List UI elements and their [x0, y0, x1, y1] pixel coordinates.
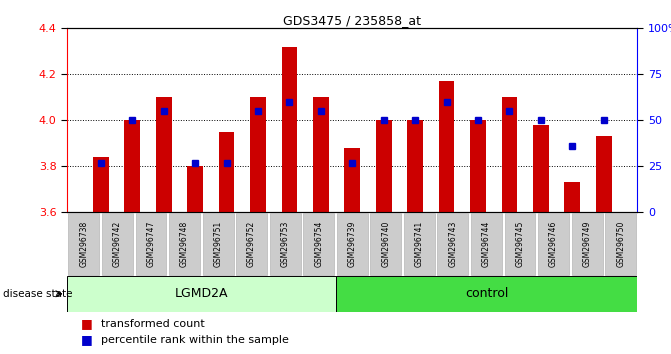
Text: disease state: disease state: [3, 289, 73, 299]
Text: GSM296739: GSM296739: [348, 221, 357, 268]
Bar: [187, 166, 203, 212]
Text: GSM296746: GSM296746: [549, 221, 558, 268]
Bar: [303, 213, 334, 275]
Bar: [501, 97, 517, 212]
Bar: [203, 213, 234, 275]
Bar: [219, 132, 234, 212]
Bar: [605, 213, 636, 275]
Bar: [250, 97, 266, 212]
Bar: [270, 213, 301, 275]
Bar: [404, 213, 435, 275]
Bar: [102, 213, 133, 275]
Text: GSM296751: GSM296751: [213, 221, 223, 267]
Bar: [236, 213, 267, 275]
Bar: [68, 213, 99, 275]
Bar: [67, 276, 336, 312]
Text: GSM296743: GSM296743: [448, 221, 458, 268]
Text: GSM296754: GSM296754: [314, 221, 323, 268]
Bar: [533, 125, 549, 212]
Bar: [344, 148, 360, 212]
Bar: [313, 97, 329, 212]
Bar: [93, 157, 109, 212]
Bar: [505, 213, 535, 275]
Bar: [407, 120, 423, 212]
Text: ■: ■: [81, 333, 93, 346]
Bar: [169, 213, 200, 275]
Text: GSM296738: GSM296738: [79, 221, 89, 267]
Bar: [376, 120, 392, 212]
Bar: [596, 137, 611, 212]
Bar: [564, 183, 580, 212]
Bar: [437, 213, 468, 275]
Text: GSM296752: GSM296752: [247, 221, 256, 267]
Bar: [471, 213, 502, 275]
Bar: [572, 213, 603, 275]
Text: GSM296748: GSM296748: [180, 221, 189, 267]
Bar: [337, 213, 368, 275]
Text: GSM296749: GSM296749: [582, 221, 592, 268]
Text: transformed count: transformed count: [101, 319, 205, 329]
Bar: [282, 47, 297, 212]
Bar: [439, 81, 454, 212]
Bar: [370, 213, 401, 275]
Text: GSM296750: GSM296750: [616, 221, 625, 268]
Bar: [470, 120, 486, 212]
Text: GSM296745: GSM296745: [515, 221, 525, 268]
Text: percentile rank within the sample: percentile rank within the sample: [101, 335, 289, 345]
Text: GSM296742: GSM296742: [113, 221, 122, 267]
Text: GSM296744: GSM296744: [482, 221, 491, 268]
Text: ■: ■: [81, 318, 93, 330]
Text: control: control: [465, 287, 508, 300]
Bar: [538, 213, 569, 275]
Bar: [336, 276, 637, 312]
Text: GSM296740: GSM296740: [381, 221, 391, 268]
Bar: [124, 120, 140, 212]
Bar: [136, 213, 166, 275]
Bar: [156, 97, 172, 212]
Text: GDS3475 / 235858_at: GDS3475 / 235858_at: [283, 14, 421, 27]
Text: LGMD2A: LGMD2A: [174, 287, 228, 300]
Text: GSM296741: GSM296741: [415, 221, 424, 267]
Text: GSM296747: GSM296747: [146, 221, 156, 268]
Text: GSM296753: GSM296753: [280, 221, 290, 268]
